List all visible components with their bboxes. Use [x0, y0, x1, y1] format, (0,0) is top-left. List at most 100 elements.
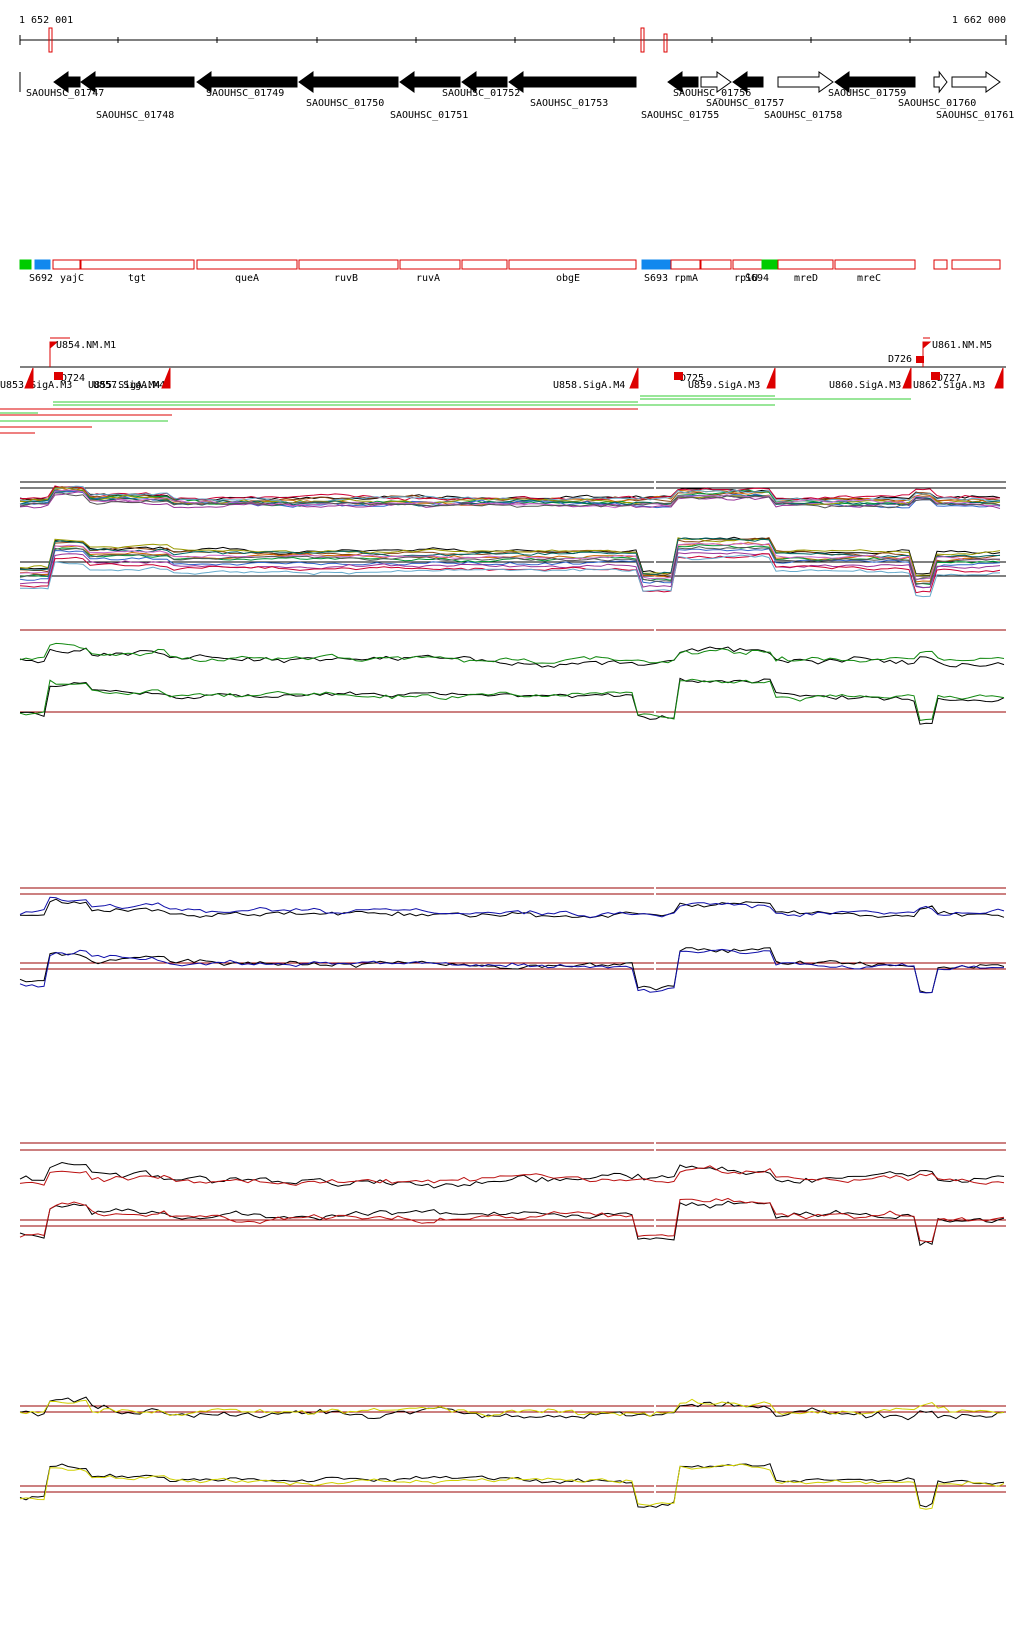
expression-trace [19, 552, 1001, 589]
gene-label: SAOUHSC_01749 [206, 88, 284, 99]
gene-arrow[interactable] [732, 71, 764, 93]
feature-box[interactable] [670, 259, 701, 270]
gene-label: SAOUHSC_01759 [828, 88, 906, 99]
expression-panel-blue [19, 884, 1006, 994]
expression-trace [19, 548, 1001, 589]
feature-box[interactable] [298, 259, 399, 270]
site-label: U862.SigA.M3 [913, 380, 985, 391]
feature-box[interactable] [761, 259, 778, 270]
site-flag[interactable] [629, 367, 639, 389]
expression-trace [19, 1463, 1005, 1510]
feature-box[interactable] [777, 259, 834, 270]
site-flag[interactable] [922, 341, 932, 367]
site-label: D725 [680, 373, 704, 384]
site-flag[interactable] [994, 367, 1004, 389]
gene-track: SAOUHSC_01747 SAOUHSC_01748 SAOUHSC_01749 S… [19, 70, 1014, 121]
gene-arrow[interactable] [951, 71, 1001, 93]
site-flag[interactable] [49, 341, 59, 367]
feature-label: ruvB [334, 273, 358, 284]
gene-label: SAOUHSC_01758 [764, 110, 842, 121]
gene-arrow[interactable] [508, 71, 637, 93]
expression-trace [19, 1197, 1005, 1243]
expression-trace [19, 1161, 1005, 1189]
gene-arrow[interactable] [196, 71, 298, 93]
gene-arrow[interactable] [933, 70, 948, 94]
expression-trace [19, 948, 1004, 994]
expression-trace [19, 1165, 1005, 1186]
gene-label: SAOUHSC_01756 [673, 88, 751, 99]
feature-box[interactable] [80, 259, 195, 270]
expression-trace [19, 554, 1001, 598]
coordinate-ruler: 1 652 001 1 662 000 [19, 15, 1007, 53]
site-label: U854.NM.M1 [56, 340, 116, 351]
site-flag[interactable] [766, 367, 776, 389]
expression-panel-yellow [19, 1396, 1006, 1510]
feature-box[interactable] [196, 259, 298, 270]
gene-label: SAOUHSC_01747 [26, 88, 104, 99]
site-label: U861.NM.M5 [932, 340, 992, 351]
feature-label: mreC [857, 273, 881, 284]
ruler-marker [640, 27, 645, 53]
site-label: D726 [888, 354, 912, 365]
expression-trace [19, 646, 1005, 668]
feature-box[interactable] [34, 259, 51, 270]
feature-box[interactable] [700, 259, 732, 270]
gene-label: SAOUHSC_01752 [442, 88, 520, 99]
ruler-marker [663, 33, 668, 53]
gene-arrow[interactable] [667, 71, 699, 93]
gene-arrow[interactable] [399, 71, 461, 93]
gene-arrow[interactable] [461, 71, 508, 93]
expression-trace [19, 896, 1005, 919]
feature-box[interactable] [461, 259, 508, 270]
gene-arrow[interactable] [298, 71, 399, 93]
feature-box[interactable] [951, 259, 1001, 270]
gene-arrow[interactable] [80, 71, 195, 93]
feature-label: S694 [745, 273, 769, 284]
expression-trace [19, 1398, 1005, 1418]
gene-arrow[interactable] [53, 71, 81, 93]
site-flag[interactable] [902, 367, 912, 389]
expression-panel-green [19, 626, 1006, 725]
feature-box[interactable] [834, 259, 916, 270]
feature-label: S693 [644, 273, 668, 284]
feature-box[interactable] [732, 259, 763, 270]
gene-label: SAOUHSC_01755 [641, 110, 719, 121]
feature-track: S692 yajC tgt queA ruvB ruvA obgE S693 rpmA rplUS… [19, 259, 1001, 284]
site-flag[interactable] [161, 367, 171, 389]
site-box [674, 372, 683, 380]
expression-trace [19, 677, 1005, 725]
expression-trace [19, 642, 1005, 664]
expression-trace [19, 1396, 1005, 1421]
feature-label: obgE [556, 273, 580, 284]
expression-trace [19, 537, 1000, 581]
site-flag[interactable] [24, 367, 34, 389]
feature-box[interactable] [933, 259, 948, 270]
feature-label: rpmA [674, 273, 698, 284]
ruler-marker [48, 27, 53, 53]
feature-box[interactable] [19, 259, 32, 270]
expression-trace [19, 1463, 1005, 1508]
site-label: U853.SigA.M3 [0, 380, 72, 391]
gene-label: SAOUHSC_01753 [530, 98, 608, 109]
gene-label: SAOUHSC_01761 [936, 110, 1014, 121]
gene-arrow[interactable] [777, 71, 834, 93]
feature-box[interactable] [52, 259, 81, 270]
feature-box[interactable] [641, 259, 671, 270]
feature-box[interactable] [399, 259, 461, 270]
site-track: U854.NM.M1 U861.NM.M5 D726 U853.SigA.M3D724… [0, 337, 1006, 434]
expression-trace [19, 553, 1001, 594]
site-label: D724 [61, 373, 85, 384]
site-label: D727 [937, 373, 961, 384]
site-label: U860.SigA.M3 [829, 380, 901, 391]
gene-arrow[interactable] [834, 71, 916, 93]
site-label: U857.SigA.M4 [93, 380, 165, 391]
feature-label: queA [235, 273, 259, 284]
expression-trace [19, 546, 1000, 585]
site-box [931, 372, 940, 380]
gene-arrow[interactable] [700, 71, 732, 93]
expression-panel-multi [19, 478, 1006, 598]
expression-trace [19, 492, 1001, 509]
feature-label: tgt [128, 273, 146, 284]
feature-box[interactable] [508, 259, 637, 270]
